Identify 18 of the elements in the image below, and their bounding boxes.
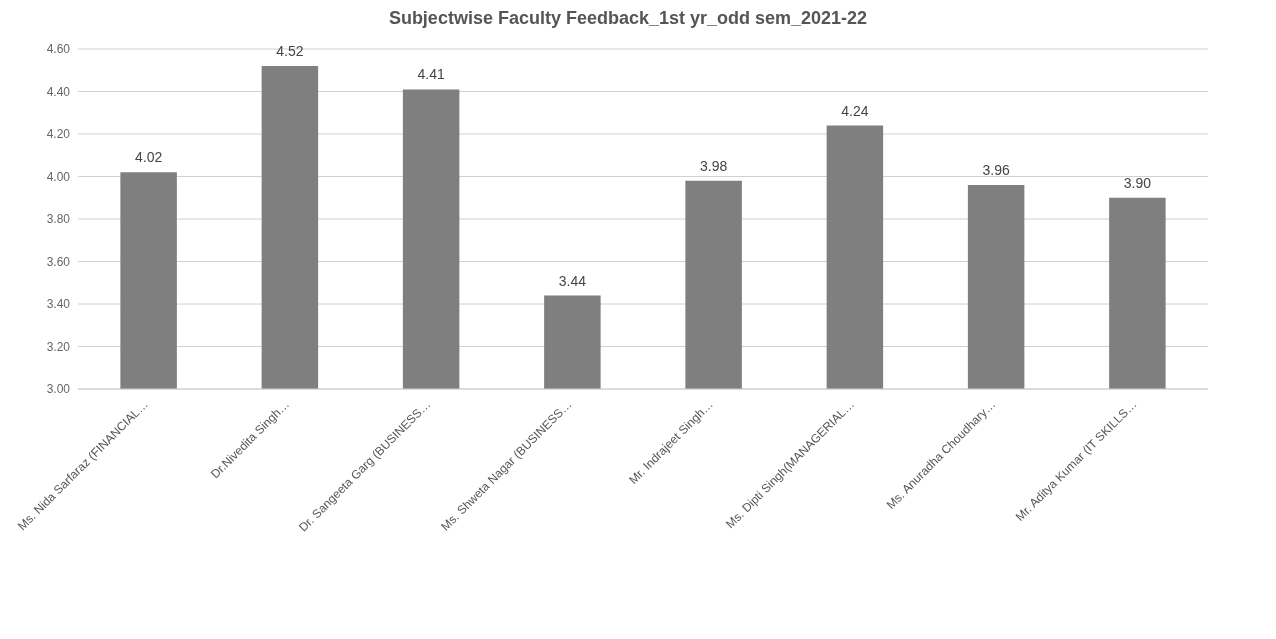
y-tick-label: 3.60 bbox=[46, 254, 71, 269]
data-label: 4.52 bbox=[276, 43, 304, 59]
data-label: 3.44 bbox=[558, 272, 587, 289]
y-tick-label: 3.40 bbox=[46, 297, 71, 312]
data-label: 4.41 bbox=[417, 66, 445, 83]
data-label: 4.02 bbox=[135, 149, 163, 166]
data-label: 3.98 bbox=[700, 157, 728, 174]
y-tick-label: 3.80 bbox=[46, 212, 71, 227]
y-tick-label: 4.00 bbox=[46, 169, 71, 184]
y-tick-label: 4.20 bbox=[46, 127, 71, 142]
data-label: 3.90 bbox=[1123, 174, 1152, 191]
y-tick-label: 3.00 bbox=[46, 382, 71, 397]
chart-title: Subjectwise Faculty Feedback_1st yr_odd sem_2021-22 bbox=[387, 8, 869, 29]
y-tick-label: 3.20 bbox=[46, 339, 71, 354]
data-label: 4.24 bbox=[841, 102, 869, 119]
y-tick-label: 4.40 bbox=[46, 84, 71, 99]
data-label: 3.96 bbox=[982, 162, 1010, 178]
y-tick-label: 4.60 bbox=[46, 42, 71, 57]
